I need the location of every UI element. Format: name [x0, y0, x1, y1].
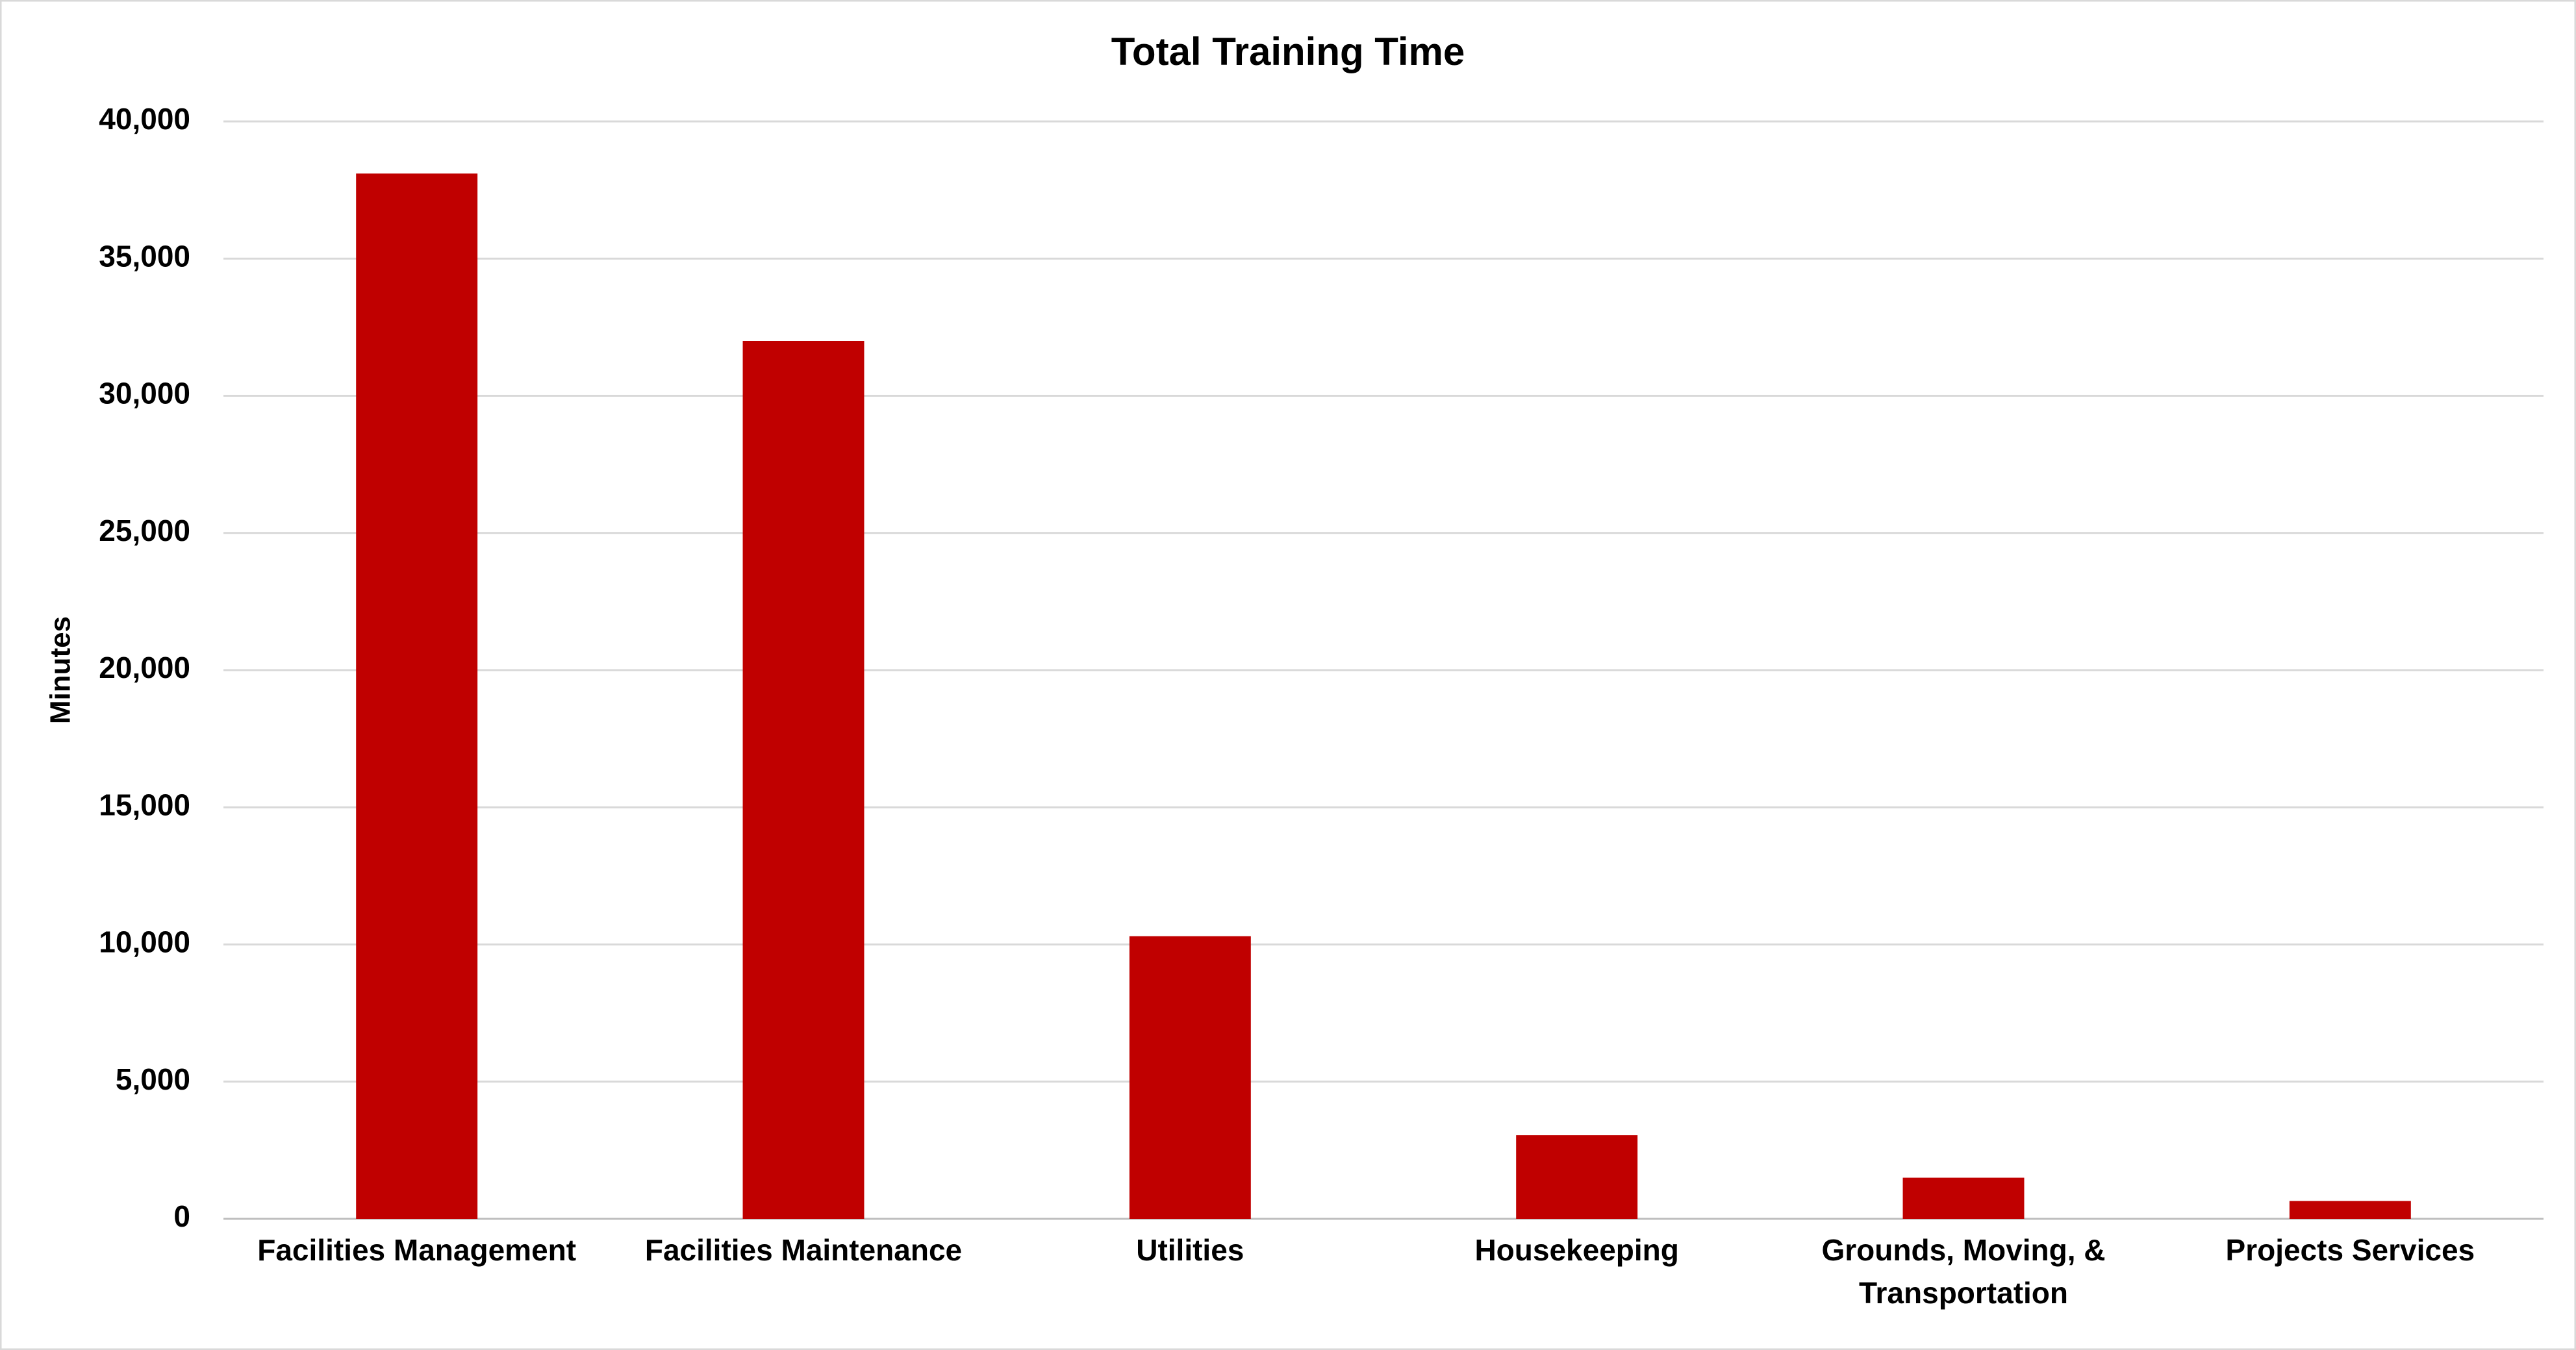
y-tick-label: 0 [173, 1199, 190, 1233]
bar [1902, 1177, 2025, 1219]
x-tick-label: Grounds, Moving, & Transportation [1821, 1233, 2106, 1310]
y-axis-title: Minutes [45, 616, 77, 724]
y-tick-label: 40,000 [99, 102, 190, 136]
y-tick-label: 30,000 [99, 377, 190, 410]
y-tick-label: 10,000 [99, 925, 190, 959]
x-tick-label: Projects Services [2225, 1233, 2475, 1267]
y-tick-label: 20,000 [99, 651, 190, 684]
bar [356, 173, 478, 1219]
y-tick-label: 25,000 [99, 514, 190, 547]
x-tick-label: Utilities [1136, 1233, 1244, 1267]
x-tick-label: Housekeeping [1474, 1233, 1679, 1267]
y-tick-label: 5,000 [116, 1062, 190, 1096]
bar [1516, 1135, 1638, 1219]
x-tick-label: Facilities Management [257, 1233, 577, 1267]
bar [2289, 1201, 2411, 1219]
y-tick-label: 35,000 [99, 239, 190, 273]
y-tick-label: 15,000 [99, 788, 190, 821]
x-tick-label: Facilities Maintenance [644, 1233, 963, 1267]
bar [742, 341, 865, 1219]
bar [1129, 936, 1251, 1219]
chart-title: Total Training Time [1111, 30, 1465, 73]
